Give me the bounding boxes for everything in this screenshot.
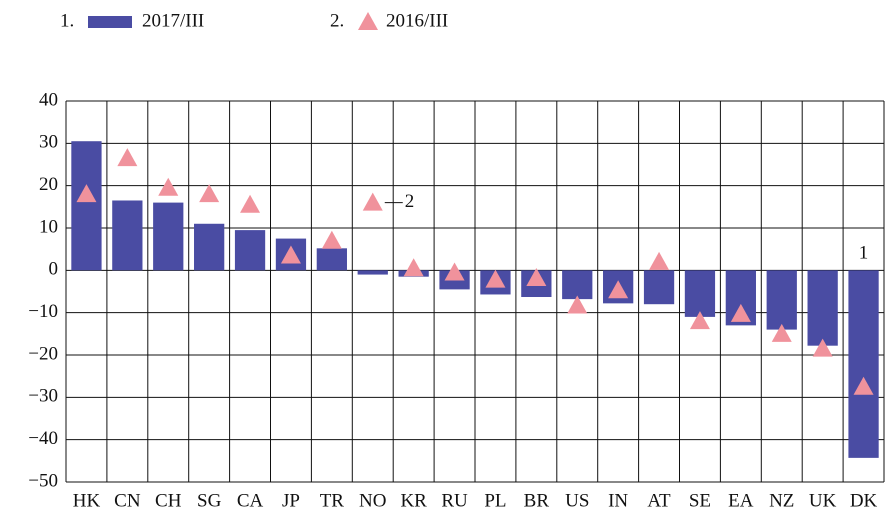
- triangle-marker: [117, 148, 138, 167]
- triangle-marker: [321, 230, 342, 249]
- annotation: 2: [405, 191, 415, 212]
- x-tick-label: CH: [155, 490, 182, 511]
- x-tick-label: KR: [400, 490, 427, 511]
- bar: [643, 270, 675, 305]
- x-tick-label: NZ: [769, 490, 794, 511]
- y-tick-label: 40: [39, 89, 58, 110]
- y-tick-label: 0: [49, 259, 59, 280]
- x-tick-label: CA: [237, 490, 264, 511]
- triangle-marker: [280, 245, 301, 264]
- x-tick-label: RU: [441, 490, 468, 511]
- y-tick-label: 30: [39, 132, 58, 153]
- triangle-marker: [444, 262, 465, 281]
- x-tick-label: PL: [484, 490, 506, 511]
- x-tick-label: DK: [850, 490, 878, 511]
- bar: [684, 270, 716, 317]
- bar: [71, 141, 102, 271]
- triangle-marker: [689, 311, 710, 330]
- triangle-marker: [730, 303, 751, 322]
- triangle-marker: [771, 323, 792, 342]
- x-tick-label: US: [565, 490, 589, 511]
- y-tick-label: 10: [39, 216, 58, 237]
- triangle-marker: [199, 184, 220, 203]
- x-tick-label: AT: [647, 490, 671, 511]
- x-tick-label: CN: [114, 490, 141, 511]
- triangle-marker: [649, 251, 670, 270]
- triangle-marker: [853, 376, 874, 395]
- x-tick-label: JP: [282, 490, 300, 511]
- triangle-marker: [812, 338, 833, 357]
- legend-number: 1.: [60, 10, 74, 31]
- triangle-marker: [485, 269, 506, 288]
- bar: [848, 270, 879, 458]
- x-tick-label: BR: [524, 490, 550, 511]
- triangle-marker: [358, 12, 378, 30]
- legend-swatch: [88, 16, 132, 28]
- x-tick-label: IN: [608, 490, 628, 511]
- y-tick-label: −50: [28, 470, 58, 491]
- bar: [194, 223, 225, 271]
- y-tick-label: −20: [28, 343, 58, 364]
- triangle-marker: [240, 194, 261, 213]
- legend-label: 2016/III: [386, 10, 448, 31]
- triangle-marker: [403, 258, 424, 277]
- y-tick-label: −40: [28, 428, 58, 449]
- bar: [766, 270, 797, 330]
- bar: [357, 270, 388, 275]
- y-tick-label: −10: [28, 301, 58, 322]
- bar: [562, 270, 593, 300]
- triangle-marker: [76, 184, 97, 203]
- legend-label: 2017/III: [142, 10, 204, 31]
- x-tick-label: SG: [197, 490, 222, 511]
- x-tick-label: SE: [689, 490, 711, 511]
- bar: [316, 248, 347, 271]
- triangle-marker: [608, 280, 629, 299]
- x-tick-label: EA: [728, 490, 754, 511]
- bar: [807, 270, 838, 346]
- y-tick-label: −30: [28, 386, 58, 407]
- triangle-marker: [567, 295, 588, 314]
- annotation: 1: [859, 243, 869, 264]
- x-tick-label: HK: [73, 490, 101, 511]
- x-tick-label: NO: [359, 490, 386, 511]
- bar: [153, 202, 184, 271]
- triangle-marker: [362, 192, 383, 211]
- legend-number: 2.: [330, 10, 344, 31]
- y-tick-label: 20: [39, 174, 58, 195]
- triangle-marker: [158, 177, 179, 196]
- x-tick-label: TR: [320, 490, 345, 511]
- bar: [112, 200, 143, 271]
- triangle-marker: [526, 267, 547, 286]
- x-tick-label: UK: [809, 490, 837, 511]
- bar: [234, 230, 266, 271]
